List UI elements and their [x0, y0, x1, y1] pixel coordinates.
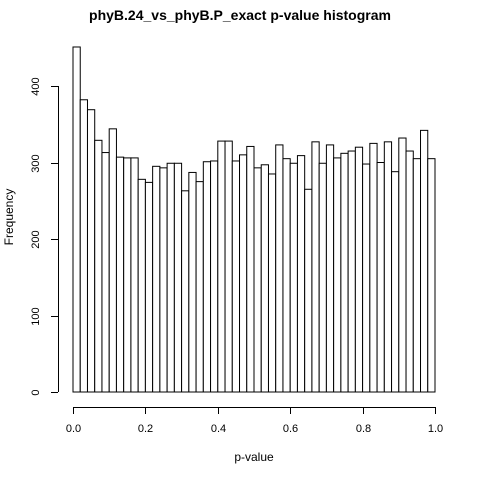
x-axis-label: p-value [234, 450, 274, 464]
histogram-bar [412, 158, 422, 393]
x-tick-label: 0.6 [283, 423, 298, 435]
x-tick-label: 0.8 [356, 423, 371, 435]
histogram-bar [289, 162, 298, 393]
histogram-bar [325, 144, 335, 393]
histogram-bar [137, 178, 146, 393]
histogram-bar [152, 165, 161, 393]
histogram-bar [304, 188, 313, 393]
histogram-bar [362, 163, 371, 393]
histogram-bar [217, 140, 226, 393]
y-tick-label: 400 [30, 77, 42, 95]
histogram-bar [210, 160, 219, 393]
histogram-bar [296, 155, 306, 393]
histogram-bar [398, 137, 407, 393]
histogram-bar [188, 171, 197, 393]
histogram-bar [239, 154, 248, 393]
histogram-bar [369, 142, 378, 393]
histogram-bar [86, 109, 96, 393]
histogram-bar [275, 144, 284, 393]
histogram-bar [267, 173, 277, 393]
histogram-bar [427, 158, 436, 393]
histogram-bar [202, 161, 212, 393]
histogram-bar [231, 160, 241, 393]
histogram-bar [383, 141, 393, 393]
histogram-bar [354, 146, 364, 393]
y-tick-label: 300 [30, 154, 42, 172]
histogram-bar [94, 139, 103, 393]
histogram-bar [101, 152, 110, 393]
histogram-bar [79, 99, 88, 393]
histogram-bar [130, 157, 139, 393]
y-tick-label: 0 [30, 389, 42, 395]
histogram-bar [376, 162, 385, 393]
histogram-bar [333, 157, 342, 393]
x-tick-label: 1.0 [428, 423, 443, 435]
histogram-bar [166, 162, 175, 393]
histogram-bar [318, 162, 327, 393]
bars-group [72, 46, 436, 393]
x-tick-label: 0.4 [211, 423, 226, 435]
histogram-bar [282, 158, 291, 393]
histogram-bar [181, 190, 190, 393]
histogram-bar [144, 181, 154, 393]
histogram-bar [173, 162, 183, 393]
histogram-bar [195, 181, 204, 393]
histogram-bar [115, 156, 125, 393]
histogram-bar [159, 167, 168, 393]
histogram-bar [108, 128, 117, 393]
histogram-bar [246, 145, 255, 393]
histogram-bar [224, 140, 233, 393]
histogram-bar [253, 167, 262, 393]
histogram-bar [72, 46, 81, 393]
y-tick-label: 200 [30, 230, 42, 248]
histogram-bar [405, 150, 414, 393]
histogram-bar [311, 141, 320, 393]
x-axis: 0.0 0.2 0.4 0.6 0.8 1.0 [66, 407, 443, 435]
chart-title: phyB.24_vs_phyB.P_exact p-value histogra… [89, 7, 391, 23]
histogram-bar [420, 129, 429, 393]
histogram-bar [123, 157, 132, 393]
x-tick-label: 0.0 [66, 423, 81, 435]
histogram-bar [340, 152, 349, 393]
histogram-bar [260, 164, 269, 393]
y-axis: 0 100 200 300 400 [30, 77, 59, 396]
y-axis-label: Frequency [2, 189, 16, 246]
histogram-bar [347, 150, 356, 393]
y-tick-label: 100 [30, 307, 42, 325]
histogram-bar [391, 171, 400, 393]
x-tick-label: 0.2 [138, 423, 153, 435]
